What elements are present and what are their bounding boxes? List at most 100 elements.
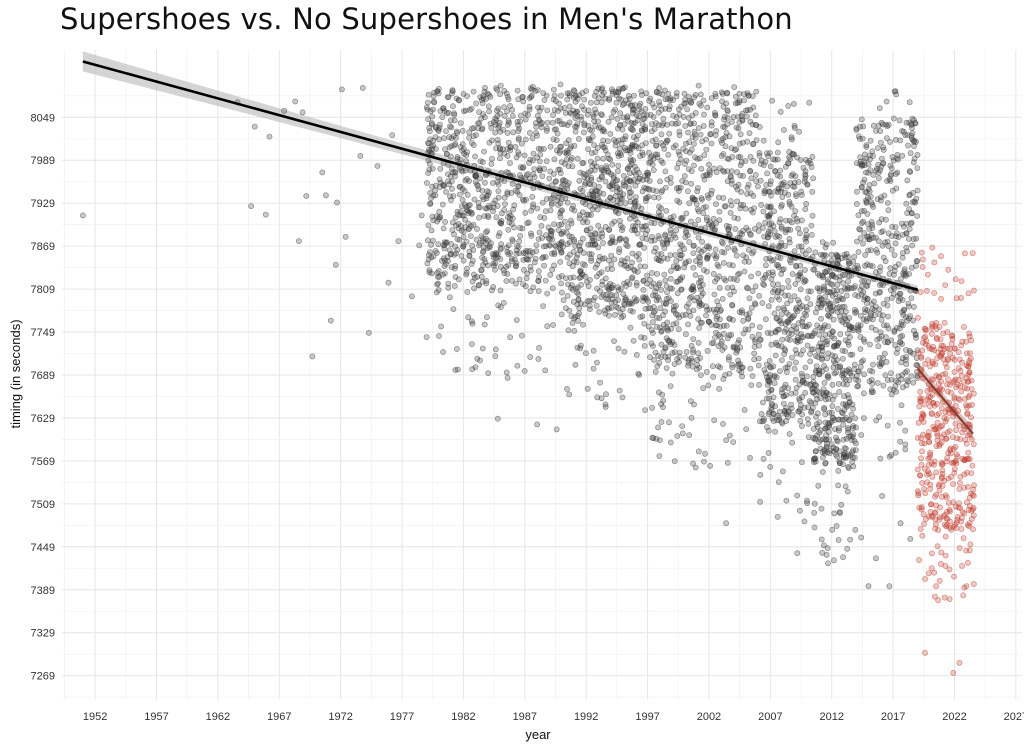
data-point bbox=[632, 171, 639, 178]
data-point bbox=[942, 409, 949, 416]
data-point bbox=[870, 171, 877, 178]
data-point bbox=[806, 99, 813, 106]
data-point bbox=[590, 365, 597, 372]
data-point bbox=[857, 334, 864, 340]
data-point bbox=[772, 428, 778, 435]
data-point bbox=[819, 469, 826, 475]
data-point bbox=[721, 344, 728, 351]
data-point bbox=[576, 215, 583, 222]
data-point bbox=[891, 115, 897, 122]
data-point bbox=[894, 324, 900, 331]
data-point bbox=[579, 103, 585, 110]
data-point bbox=[831, 557, 837, 564]
data-point bbox=[767, 163, 774, 170]
data-point bbox=[535, 277, 542, 284]
data-point bbox=[667, 383, 674, 389]
data-point bbox=[803, 227, 809, 233]
data-point bbox=[806, 321, 812, 328]
data-point bbox=[884, 200, 891, 206]
data-point bbox=[465, 314, 472, 321]
data-point bbox=[658, 328, 665, 335]
x-tick-label: 1962 bbox=[206, 711, 230, 723]
data-point bbox=[470, 271, 477, 278]
data-point bbox=[833, 297, 839, 304]
data-point bbox=[544, 290, 551, 297]
data-point bbox=[876, 361, 883, 367]
data-point bbox=[512, 143, 519, 150]
data-point bbox=[510, 206, 517, 213]
data-point bbox=[574, 155, 581, 162]
data-point bbox=[892, 240, 899, 247]
data-point bbox=[654, 270, 660, 277]
data-point bbox=[919, 480, 926, 486]
data-point bbox=[443, 151, 450, 157]
data-point bbox=[711, 306, 717, 313]
data-point bbox=[445, 280, 452, 287]
data-point bbox=[897, 520, 904, 527]
data-point bbox=[723, 222, 730, 229]
y-tick-label: 7809 bbox=[31, 284, 55, 296]
data-point bbox=[455, 97, 462, 103]
data-point bbox=[801, 310, 808, 317]
data-point bbox=[906, 226, 913, 232]
data-point bbox=[934, 412, 940, 419]
data-point bbox=[649, 270, 655, 276]
data-point bbox=[505, 226, 512, 233]
data-point bbox=[469, 366, 476, 373]
data-point bbox=[764, 381, 771, 388]
data-point bbox=[698, 286, 704, 293]
data-point bbox=[945, 376, 951, 382]
data-point bbox=[609, 161, 616, 168]
data-point bbox=[676, 128, 683, 135]
data-point bbox=[805, 420, 812, 427]
data-point bbox=[840, 554, 846, 561]
data-point bbox=[562, 110, 569, 116]
data-point bbox=[961, 456, 968, 463]
data-point bbox=[637, 153, 643, 160]
data-point bbox=[606, 312, 612, 319]
data-point bbox=[785, 292, 792, 299]
data-point bbox=[764, 150, 770, 157]
data-point bbox=[685, 166, 692, 172]
data-point bbox=[452, 274, 459, 280]
data-point bbox=[536, 158, 543, 165]
data-point bbox=[884, 422, 891, 429]
data-point bbox=[799, 423, 805, 429]
data-point bbox=[531, 259, 538, 266]
x-axis-label: year bbox=[525, 727, 551, 742]
data-point bbox=[463, 158, 469, 164]
y-axis-label: timing (in seconds) bbox=[8, 319, 23, 428]
data-point bbox=[903, 354, 909, 360]
data-point bbox=[917, 289, 924, 295]
data-point bbox=[568, 143, 574, 150]
data-point bbox=[743, 426, 750, 433]
data-point bbox=[550, 322, 556, 328]
data-point bbox=[535, 145, 542, 152]
data-point bbox=[791, 122, 798, 129]
data-point bbox=[637, 100, 644, 107]
data-point bbox=[563, 140, 570, 147]
data-point bbox=[904, 248, 910, 255]
data-point bbox=[683, 303, 690, 310]
data-point bbox=[835, 537, 842, 543]
data-point bbox=[595, 222, 602, 229]
data-point bbox=[564, 385, 570, 392]
data-point bbox=[710, 373, 717, 380]
data-point bbox=[658, 419, 665, 425]
data-point bbox=[590, 347, 597, 354]
data-point bbox=[515, 149, 521, 155]
data-point bbox=[797, 304, 804, 311]
data-point bbox=[800, 347, 806, 354]
data-point bbox=[660, 241, 667, 248]
data-point bbox=[594, 394, 601, 401]
data-point bbox=[562, 195, 569, 202]
data-point bbox=[629, 274, 636, 281]
data-point bbox=[798, 188, 805, 195]
data-point bbox=[758, 201, 764, 208]
data-point bbox=[677, 255, 684, 262]
data-point bbox=[700, 123, 707, 129]
data-point bbox=[730, 343, 737, 350]
data-point bbox=[557, 81, 564, 88]
data-point bbox=[461, 108, 467, 114]
data-point bbox=[441, 270, 448, 277]
